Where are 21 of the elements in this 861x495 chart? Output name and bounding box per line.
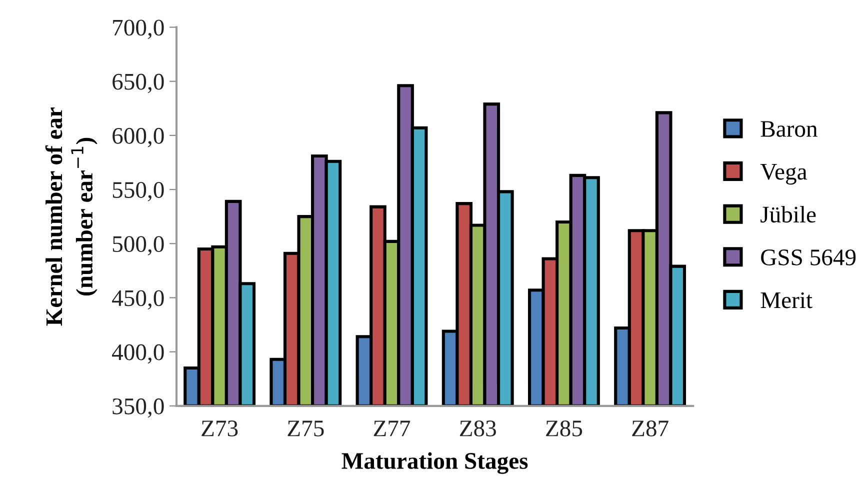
legend-label: Jübile (760, 206, 816, 223)
y-axis-title: Kernel number of ear (number ear$^{−1}$) (45, 107, 98, 326)
legend-label: Merit (760, 292, 812, 308)
x-tick-label: Z75 (288, 420, 324, 436)
y-tick-label: 500,0 (112, 236, 164, 256)
x-tick-label: Z87 (632, 420, 668, 436)
y-tick-label: 350,0 (112, 398, 164, 418)
x-tick-label: Z77 (374, 420, 410, 436)
x-axis-title: Maturation Stages (342, 452, 528, 474)
y-tick-label: 650,0 (112, 74, 164, 94)
legend-label: Baron (760, 121, 818, 137)
y-tick-label: 550,0 (112, 182, 164, 202)
legend-label: GSS 5649 (761, 250, 856, 266)
x-tick-label: Z73 (202, 420, 238, 436)
x-tick-label: Z83 (460, 420, 496, 436)
y-tick-label: 400,0 (112, 344, 164, 364)
y-tick-label: 600,0 (112, 128, 164, 148)
y-tick-label: 450,0 (112, 290, 164, 310)
y-tick-label: 700,0 (113, 20, 164, 40)
legend-label: Vega (760, 164, 807, 185)
x-tick-label: Z85 (546, 420, 582, 436)
